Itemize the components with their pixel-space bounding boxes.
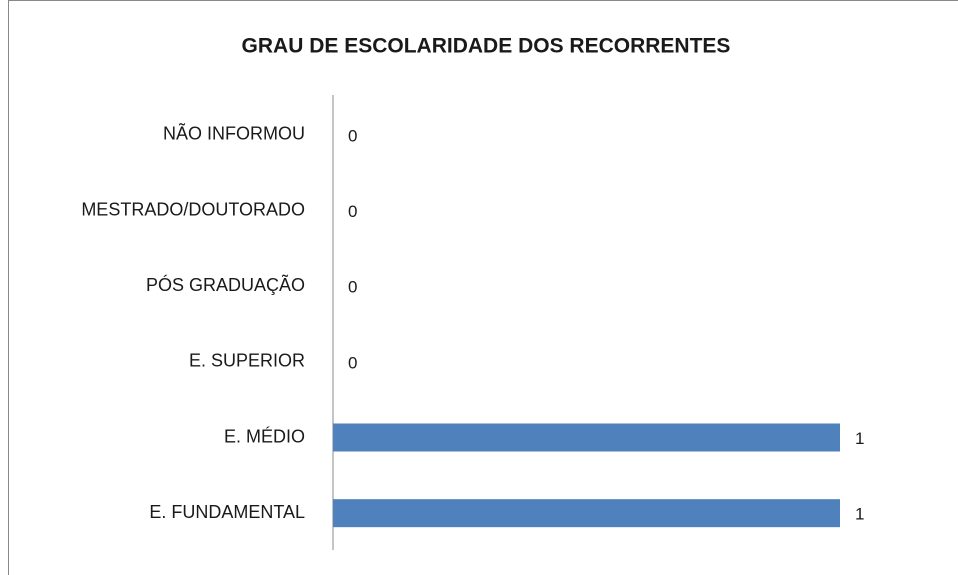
bar <box>333 423 840 452</box>
category-label: NÃO INFORMOU <box>163 123 305 144</box>
category-label: E. MÉDIO <box>224 426 305 446</box>
value-label: 0 <box>348 126 357 145</box>
value-label: 0 <box>348 202 357 221</box>
bar <box>333 499 840 528</box>
value-label: 1 <box>855 429 864 448</box>
category-label: E. SUPERIOR <box>189 351 305 371</box>
category-label: PÓS GRADUAÇÃO <box>146 274 305 295</box>
value-label: 0 <box>348 278 357 297</box>
category-label: E. FUNDAMENTAL <box>149 502 305 522</box>
chart-frame <box>8 0 958 575</box>
category-label: MESTRADO/DOUTORADO <box>81 199 305 219</box>
value-label: 1 <box>855 505 864 524</box>
value-label: 0 <box>348 353 357 372</box>
chart-title: GRAU DE ESCOLARIDADE DOS RECORRENTES <box>242 35 731 58</box>
